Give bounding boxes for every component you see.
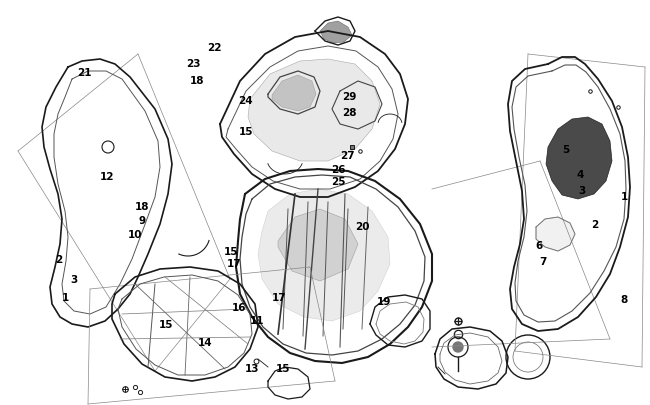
Polygon shape xyxy=(546,118,612,200)
Text: 28: 28 xyxy=(343,108,357,117)
Text: 18: 18 xyxy=(190,76,204,86)
Text: 17: 17 xyxy=(272,293,287,303)
Text: 3: 3 xyxy=(70,275,77,284)
Text: 17: 17 xyxy=(227,258,241,268)
Polygon shape xyxy=(258,190,390,321)
Text: 16: 16 xyxy=(232,302,246,312)
Text: 10: 10 xyxy=(128,229,142,239)
Text: 19: 19 xyxy=(376,297,391,307)
Text: 2: 2 xyxy=(591,220,599,230)
Text: 13: 13 xyxy=(245,364,259,373)
Text: 26: 26 xyxy=(331,164,345,174)
Text: 27: 27 xyxy=(341,151,355,161)
Text: 2: 2 xyxy=(55,254,62,264)
Text: 12: 12 xyxy=(100,171,114,181)
Text: 6: 6 xyxy=(536,240,543,250)
Text: 11: 11 xyxy=(250,315,264,325)
Text: 15: 15 xyxy=(159,319,173,329)
Text: 14: 14 xyxy=(198,337,212,347)
Polygon shape xyxy=(272,76,316,112)
Text: 15: 15 xyxy=(224,246,238,256)
Circle shape xyxy=(453,342,463,352)
Text: 23: 23 xyxy=(187,59,201,69)
Polygon shape xyxy=(536,217,575,252)
Text: 5: 5 xyxy=(562,145,569,155)
Text: 3: 3 xyxy=(578,185,586,195)
Text: 15: 15 xyxy=(239,127,253,136)
Text: 7: 7 xyxy=(539,256,547,266)
Text: 24: 24 xyxy=(239,96,253,105)
Text: 20: 20 xyxy=(356,222,370,232)
Polygon shape xyxy=(248,60,380,162)
Text: 9: 9 xyxy=(138,216,145,226)
Polygon shape xyxy=(320,22,352,44)
Text: 29: 29 xyxy=(343,92,357,102)
Text: 8: 8 xyxy=(620,295,628,305)
Text: 15: 15 xyxy=(276,364,290,373)
Text: 22: 22 xyxy=(207,43,222,53)
Text: 1: 1 xyxy=(61,293,69,303)
Text: 1: 1 xyxy=(620,192,628,201)
Polygon shape xyxy=(278,209,358,281)
Text: 18: 18 xyxy=(135,202,149,211)
Text: 25: 25 xyxy=(331,177,345,186)
Text: 21: 21 xyxy=(77,68,92,78)
Text: 4: 4 xyxy=(577,170,584,180)
